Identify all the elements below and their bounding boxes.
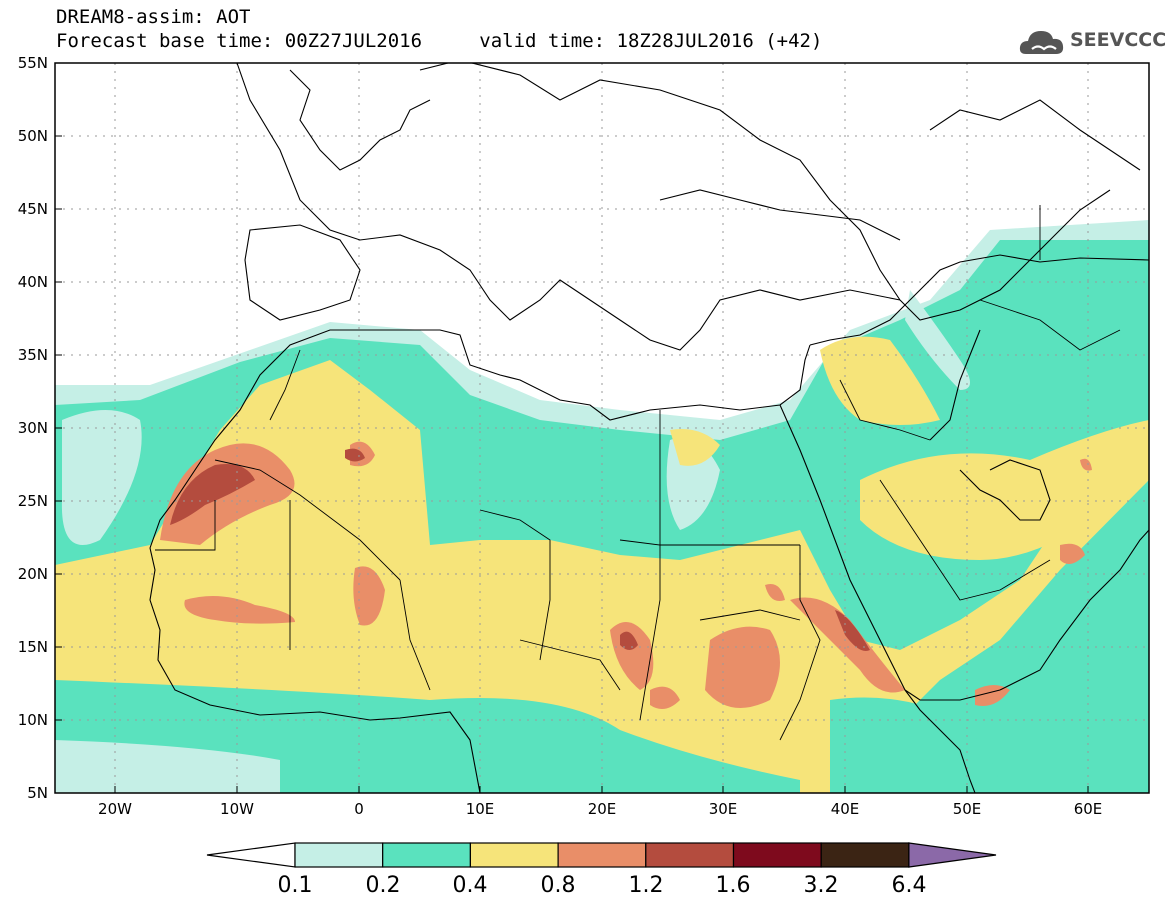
lon-label: 40E	[831, 800, 860, 818]
lat-label: 40N	[18, 273, 48, 291]
cloud-icon	[1019, 31, 1064, 54]
colorbar-labels: 0.1 0.2 0.4 0.8 1.2 1.6 3.2 6.4	[278, 873, 927, 898]
lon-label: 50E	[953, 800, 982, 818]
seevccc-logo: SEEVCCC	[1018, 22, 1165, 62]
colorbar-label: 3.2	[804, 873, 839, 898]
lon-ticks	[114, 786, 1089, 793]
lat-ticks	[55, 62, 62, 721]
lat-label: 5N	[27, 784, 48, 802]
lon-label: 20E	[588, 800, 617, 818]
lat-label: 50N	[18, 127, 48, 145]
colorbar-label: 6.4	[892, 873, 927, 898]
forecast-times: Forecast base time: 00Z27JUL2016 valid t…	[56, 30, 822, 52]
colorbar-label: 0.8	[541, 873, 576, 898]
coastlines	[149, 63, 1149, 793]
colorbar-segment	[557, 842, 647, 868]
lon-label: 0	[354, 800, 364, 818]
colorbar-high-arrow	[908, 842, 997, 868]
lat-label: 30N	[18, 419, 48, 437]
colorbar-low-arrow	[206, 842, 296, 868]
colorbar-label: 0.2	[366, 873, 401, 898]
lon-label: 60E	[1074, 800, 1103, 818]
aot-band-1.2	[170, 448, 870, 651]
colorbar-segment	[382, 842, 472, 868]
colorbar-segment	[294, 842, 384, 868]
lat-label: 45N	[18, 200, 48, 218]
colorbar-segment	[469, 842, 559, 868]
lat-label: 25N	[18, 492, 48, 510]
map-gridlines	[55, 63, 1149, 793]
lon-label: 30E	[709, 800, 738, 818]
colorbar-label: 1.6	[716, 873, 751, 898]
map-title: DREAM8-assim: AOT	[56, 6, 251, 28]
lon-label: 20W	[98, 800, 132, 818]
valid-time: valid time: 18Z28JUL2016 (+42)	[479, 30, 823, 52]
lat-label: 55N	[18, 54, 48, 72]
logo-text: SEEVCCC	[1070, 29, 1165, 51]
lat-label: 20N	[18, 565, 48, 583]
lat-label: 35N	[18, 346, 48, 364]
lon-label: 10W	[220, 800, 254, 818]
lat-labels: 55N 50N 45N 40N 35N 30N 25N 20N 15N 10N …	[18, 54, 48, 802]
colorbar-label: 1.2	[629, 873, 664, 898]
colorbar-label: 0.1	[278, 873, 313, 898]
aot-colorbar	[206, 842, 997, 868]
lon-label: 10E	[466, 800, 495, 818]
lat-label: 15N	[18, 638, 48, 656]
aot-fields	[55, 220, 1149, 793]
lat-label: 10N	[18, 711, 48, 729]
colorbar-segment	[820, 842, 910, 868]
colorbar-segment	[732, 842, 822, 868]
country-borders	[155, 205, 1121, 741]
lon-labels: 20W 10W 0 10E 20E 30E 40E 50E 60E	[98, 800, 1102, 818]
colorbar-segment	[645, 842, 735, 868]
colorbar-label: 0.4	[453, 873, 488, 898]
base-time: Forecast base time: 00Z27JUL2016	[56, 30, 423, 52]
